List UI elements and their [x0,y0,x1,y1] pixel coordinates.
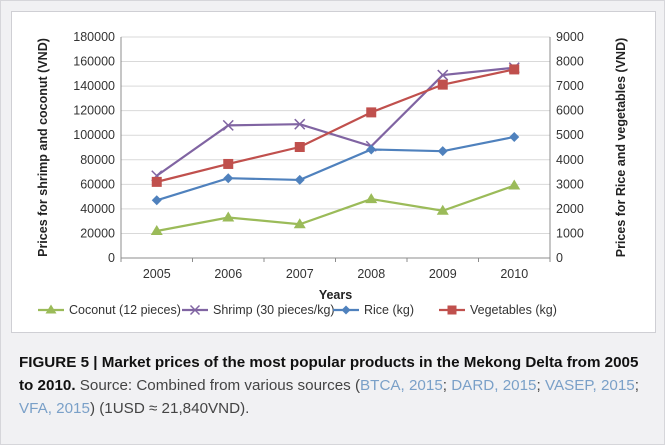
y-right-tick-label: 7000 [556,79,584,93]
line-chart: 0200004000060000800001000001200001400001… [36,30,628,317]
y-right-tick-label: 5000 [556,128,584,142]
y-left-tick-label: 100000 [73,128,115,142]
y-left-tick-label: 60000 [80,177,115,191]
y-left-tick-label: 20000 [80,226,115,240]
data-point-rice [437,146,448,157]
legend-label-coconut: Coconut (12 pieces) [69,303,181,317]
x-tick-label: 2008 [357,267,385,281]
data-point-coconut [150,224,163,235]
data-point-shrimp [222,119,234,131]
data-point-rice [223,173,234,184]
data-point-vegetables [151,176,162,187]
data-point-rice [294,174,305,185]
data-point-vegetables [294,142,305,153]
y-right-tick-label: 3000 [556,177,584,191]
y-right-tick-label: 1000 [556,226,584,240]
y-left-tick-label: 120000 [73,104,115,118]
y-right-tick-label: 0 [556,251,563,265]
y-left-tick-label: 0 [108,251,115,265]
citation-btca[interactable]: BTCA, 2015 [360,377,443,394]
x-tick-label: 2006 [214,267,242,281]
figure-caption: FIGURE 5 | Market prices of the most pop… [19,351,649,420]
y-right-tick-label: 9000 [556,30,584,44]
citation-vfa[interactable]: VFA, 2015 [19,400,90,417]
y-left-axis-title: Prices for shrimp and coconut (VND) [36,38,50,257]
x-axis-title: Years [319,288,352,302]
caption-title: FIGURE 5 | Market prices of the most pop… [19,354,639,394]
citation-vasep[interactable]: VASEP, 2015 [544,377,635,394]
y-left-tick-label: 160000 [73,55,115,69]
legend-marker-rice [341,305,351,315]
citation-dard[interactable]: DARD, 2015 [451,377,537,394]
data-point-coconut [365,193,378,204]
data-point-shrimp [294,118,306,130]
data-point-coconut [436,204,449,215]
data-point-rice [366,144,377,155]
y-right-tick-label: 4000 [556,153,584,167]
data-point-rice [151,195,162,206]
series-line-rice [156,135,515,202]
data-point-vegetables [223,158,234,169]
citation-separator: ; [536,377,545,394]
y-right-tick-label: 2000 [556,202,584,216]
y-left-tick-label: 80000 [80,153,115,167]
citation-separator: ; [442,377,452,394]
legend-label-vegetables: Vegetables (kg) [470,303,557,317]
data-point-coconut [508,179,521,190]
x-tick-label: 2007 [286,267,314,281]
y-left-tick-label: 140000 [73,79,115,93]
y-right-axis-title: Prices for Rice and vegetables (VND) [614,38,628,258]
series-line-vegetables [156,68,515,183]
data-point-shrimp [437,69,449,81]
y-left-tick-label: 40000 [80,202,115,216]
legend-label-shrimp: Shrimp (30 pieces/kg) [213,303,335,317]
y-right-tick-label: 8000 [556,55,584,69]
data-point-coconut [293,218,306,229]
legend-marker-shrimp [189,304,201,316]
caption-source: Source: Combined from various sources ( [75,377,361,394]
data-point-rice [509,131,520,142]
legend-marker-vegetables [447,305,457,315]
series-line-shrimp [156,66,515,177]
y-left-tick-label: 180000 [73,30,115,44]
series-line-coconut [156,184,515,233]
caption-exchange-rate: ) (1USD ≈ 21,840VND). [89,400,250,417]
legend-marker-coconut [45,304,57,314]
data-point-vegetables [509,64,520,75]
data-point-vegetables [437,79,448,90]
x-tick-label: 2009 [429,267,457,281]
citation-separator: ; [634,377,639,394]
y-right-tick-label: 6000 [556,104,584,118]
legend-label-rice: Rice (kg) [364,303,414,317]
x-tick-label: 2010 [500,267,528,281]
data-point-coconut [222,211,235,222]
data-point-vegetables [366,107,377,118]
x-tick-label: 2005 [143,267,171,281]
chart-panel: 0 20000 40000 60000 80000 100000 120000 140000 1… [11,11,656,333]
